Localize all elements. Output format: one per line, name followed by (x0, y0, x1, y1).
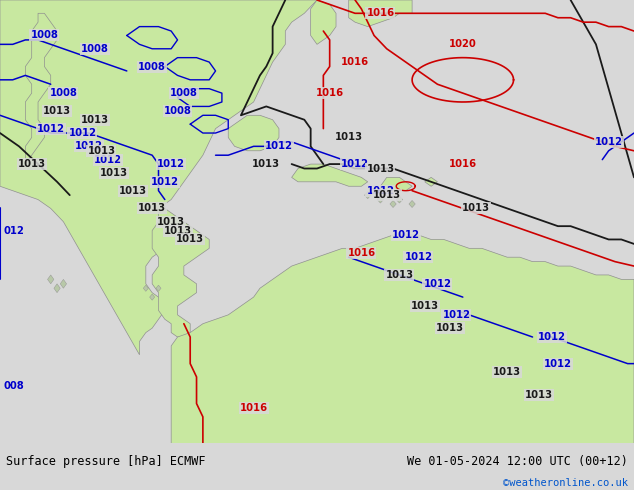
Text: 1013: 1013 (373, 190, 401, 200)
Polygon shape (54, 284, 60, 293)
Polygon shape (152, 208, 209, 337)
Text: 1020: 1020 (449, 39, 477, 49)
Text: ©weatheronline.co.uk: ©weatheronline.co.uk (503, 478, 628, 488)
Text: 1013: 1013 (411, 301, 439, 311)
Text: 1012: 1012 (341, 159, 369, 169)
Polygon shape (425, 177, 437, 186)
Text: 1013: 1013 (81, 115, 109, 125)
Text: 1008: 1008 (170, 88, 198, 98)
Polygon shape (365, 192, 371, 198)
Text: 1013: 1013 (87, 146, 115, 156)
Polygon shape (171, 235, 634, 443)
Polygon shape (150, 294, 155, 300)
Polygon shape (390, 200, 396, 208)
Text: 1012: 1012 (443, 310, 470, 320)
Text: 1016: 1016 (347, 248, 375, 258)
Text: 008: 008 (3, 381, 24, 391)
Text: 1012: 1012 (392, 230, 420, 240)
Text: 1013: 1013 (43, 106, 71, 116)
Text: 1013: 1013 (138, 203, 166, 214)
Text: 1013: 1013 (436, 323, 464, 333)
Text: 1013: 1013 (366, 164, 394, 173)
Text: 1008: 1008 (164, 106, 191, 116)
Polygon shape (409, 200, 415, 208)
Text: 1013: 1013 (119, 186, 147, 196)
Text: 1008: 1008 (30, 30, 58, 41)
Text: 1016: 1016 (316, 88, 344, 98)
Text: 1012: 1012 (424, 279, 451, 289)
Polygon shape (228, 115, 279, 151)
Text: 1013: 1013 (335, 132, 363, 143)
Text: 1013: 1013 (18, 159, 46, 169)
Text: 1012: 1012 (595, 137, 623, 147)
Text: 1016: 1016 (240, 403, 268, 413)
Text: 1013: 1013 (462, 203, 489, 214)
Text: 1008: 1008 (138, 62, 166, 72)
Polygon shape (292, 164, 368, 186)
Polygon shape (349, 0, 412, 26)
Text: 1016: 1016 (366, 8, 394, 18)
Text: 1016: 1016 (449, 159, 477, 169)
Text: 1012: 1012 (151, 177, 179, 187)
Text: 1013: 1013 (100, 168, 128, 178)
Text: 1013: 1013 (176, 234, 204, 245)
Text: 1013: 1013 (493, 368, 521, 377)
Text: 1012: 1012 (538, 332, 566, 342)
Polygon shape (143, 285, 148, 292)
Text: 1016: 1016 (341, 57, 369, 67)
Polygon shape (25, 13, 57, 164)
Text: Surface pressure [hPa] ECMWF: Surface pressure [hPa] ECMWF (6, 455, 206, 467)
Text: 1013: 1013 (385, 270, 413, 280)
Polygon shape (396, 196, 403, 203)
Polygon shape (380, 177, 412, 191)
Text: 1012: 1012 (544, 359, 572, 368)
Polygon shape (311, 0, 336, 44)
Text: 1012: 1012 (157, 159, 185, 169)
Polygon shape (156, 285, 161, 292)
Text: 1013: 1013 (157, 217, 185, 227)
Text: 1012: 1012 (37, 123, 65, 134)
Text: We 01-05-2024 12:00 UTC (00+12): We 01-05-2024 12:00 UTC (00+12) (407, 455, 628, 467)
Polygon shape (48, 275, 54, 284)
Text: 1008: 1008 (49, 88, 77, 98)
Text: 1012: 1012 (265, 141, 293, 151)
Polygon shape (377, 196, 384, 203)
Polygon shape (0, 0, 317, 355)
Polygon shape (60, 279, 67, 288)
Text: 1013: 1013 (252, 159, 280, 169)
Text: 1012: 1012 (75, 141, 103, 151)
Text: 1012: 1012 (404, 252, 432, 262)
Text: 1008: 1008 (81, 44, 109, 54)
Text: 1013: 1013 (164, 225, 191, 236)
Text: 1013: 1013 (525, 390, 553, 400)
Text: 012: 012 (3, 225, 24, 236)
Text: 1012: 1012 (366, 186, 394, 196)
Text: 1012: 1012 (94, 155, 122, 165)
Text: 1012: 1012 (68, 128, 96, 138)
